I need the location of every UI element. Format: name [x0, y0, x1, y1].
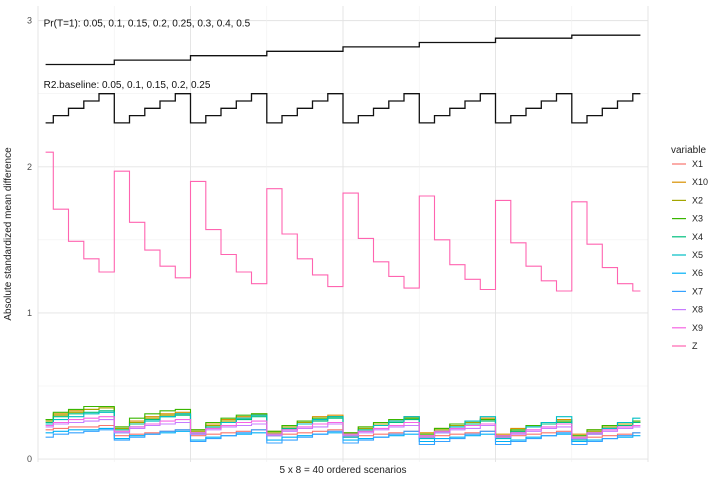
legend-label-x4: X4: [692, 232, 703, 242]
legend-title: variable: [671, 145, 706, 156]
legend-label-x6: X6: [692, 268, 703, 278]
y-tick-labels: 0 1 2 3: [27, 16, 32, 464]
annotation-r2-baseline: R2.baseline: 0.05, 0.1, 0.15, 0.2, 0.25: [44, 80, 211, 91]
y-tick-label: 2: [27, 162, 32, 172]
x-axis-title: 5 x 8 = 40 ordered scenarios: [279, 465, 406, 476]
legend-label-x3: X3: [692, 214, 703, 224]
legend-label-x7: X7: [692, 286, 703, 296]
guide-step-line-pr-t: [45, 34, 641, 66]
series-line-x7: [45, 429, 641, 446]
series-line-x9: [45, 416, 641, 438]
legend-label-x5: X5: [692, 250, 703, 260]
legend-label-x9: X9: [692, 323, 703, 333]
legend-label-x2: X2: [692, 195, 703, 205]
legend-label-x8: X8: [692, 305, 703, 315]
y-tick-label: 1: [27, 308, 32, 318]
y-tick-label: 3: [27, 16, 32, 26]
legend: variable X1 X10 X2 X3 X4 X5 X6 X7 X8 X9 Z: [671, 145, 708, 351]
legend-label-z: Z: [692, 341, 698, 351]
annotation-pr-t: Pr(T=1): 0.05, 0.1, 0.15, 0.2, 0.25, 0.3…: [44, 19, 251, 30]
y-axis-title: Absolute standardized mean difference: [3, 147, 14, 321]
series-lines: [45, 151, 641, 446]
guide-lines: [45, 34, 641, 124]
guide-step-line-r2-baseline: [45, 93, 641, 124]
legend-label-x10: X10: [692, 177, 708, 187]
legend-label-x1: X1: [692, 159, 703, 169]
series-line-z: [45, 151, 641, 292]
y-tick-label: 0: [27, 454, 32, 464]
